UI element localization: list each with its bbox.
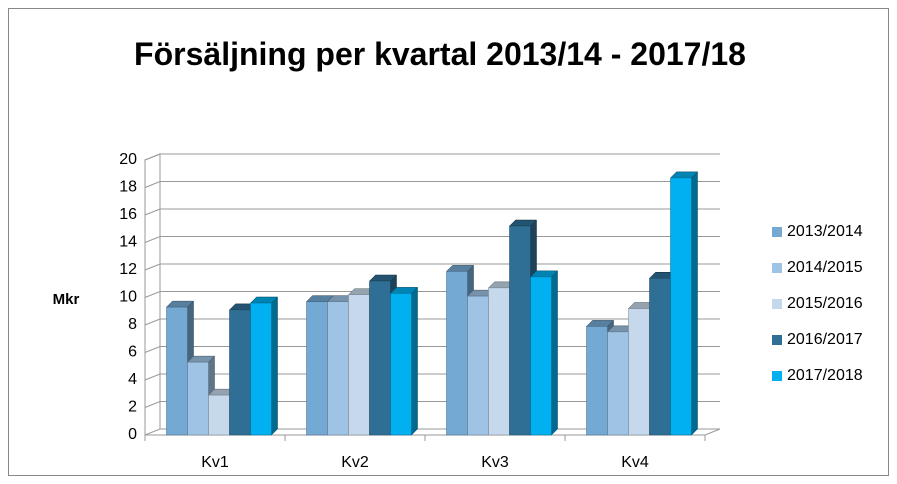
- y-tick-label: 8: [128, 316, 137, 333]
- x-tick-label: Kv3: [481, 454, 509, 471]
- bar-side: [271, 296, 278, 436]
- chart-border: [8, 8, 889, 476]
- bar: [446, 271, 468, 436]
- y-tick-label: 20: [119, 151, 137, 168]
- bar-side: [411, 286, 418, 436]
- bar: [509, 225, 531, 436]
- legend-label: 2017/2018: [787, 367, 863, 384]
- y-tick-label: 10: [119, 289, 137, 306]
- bar: [306, 301, 328, 436]
- y-tick-label: 16: [119, 206, 137, 223]
- grid-line: [144, 208, 720, 216]
- grid-line: [144, 181, 720, 188]
- grid-line: [144, 263, 720, 271]
- bar: [530, 276, 552, 436]
- bar-side: [691, 171, 698, 436]
- bar: [187, 361, 209, 436]
- legend-swatch: [772, 263, 782, 273]
- bar: [488, 287, 510, 436]
- grid-line: [144, 291, 720, 298]
- y-tick-label: 18: [119, 179, 137, 196]
- y-tick-label: 14: [119, 234, 137, 251]
- bar: [586, 326, 608, 436]
- y-tick-label: 0: [128, 426, 137, 443]
- bar: [229, 309, 251, 436]
- y-tick-label: 4: [128, 371, 137, 388]
- y-axis-label: Mkr: [53, 291, 80, 308]
- legend-label: 2013/2014: [787, 223, 863, 240]
- bar-side: [551, 270, 558, 436]
- bar: [250, 302, 272, 436]
- bar: [348, 294, 370, 436]
- x-tick-label: Kv2: [341, 454, 369, 471]
- legend-swatch: [772, 227, 782, 237]
- bar: [467, 295, 489, 436]
- bar: [670, 177, 692, 436]
- legend-label: 2015/2016: [787, 295, 863, 312]
- y-tick-label: 12: [119, 261, 137, 278]
- bar: [649, 278, 671, 436]
- legend-swatch: [772, 299, 782, 309]
- legend-label: 2014/2015: [787, 259, 863, 276]
- bar: [166, 306, 188, 436]
- bar: [369, 280, 391, 436]
- bar: [390, 293, 412, 436]
- chart-title: Försäljning per kvartal 2013/14 - 2017/1…: [134, 36, 746, 72]
- legend-label: 2016/2017: [787, 331, 863, 348]
- grid-line: [144, 236, 720, 243]
- bar: [208, 394, 230, 436]
- x-tick-label: Kv1: [201, 454, 229, 471]
- x-tick-label: Kv4: [621, 454, 649, 471]
- legend-swatch: [772, 335, 782, 345]
- bar: [607, 331, 629, 436]
- grid-line: [144, 153, 720, 161]
- legend-swatch: [772, 371, 782, 381]
- y-tick-label: 6: [128, 344, 137, 361]
- bar: [327, 301, 349, 436]
- bar: [628, 308, 650, 436]
- y-tick-label: 2: [128, 399, 137, 416]
